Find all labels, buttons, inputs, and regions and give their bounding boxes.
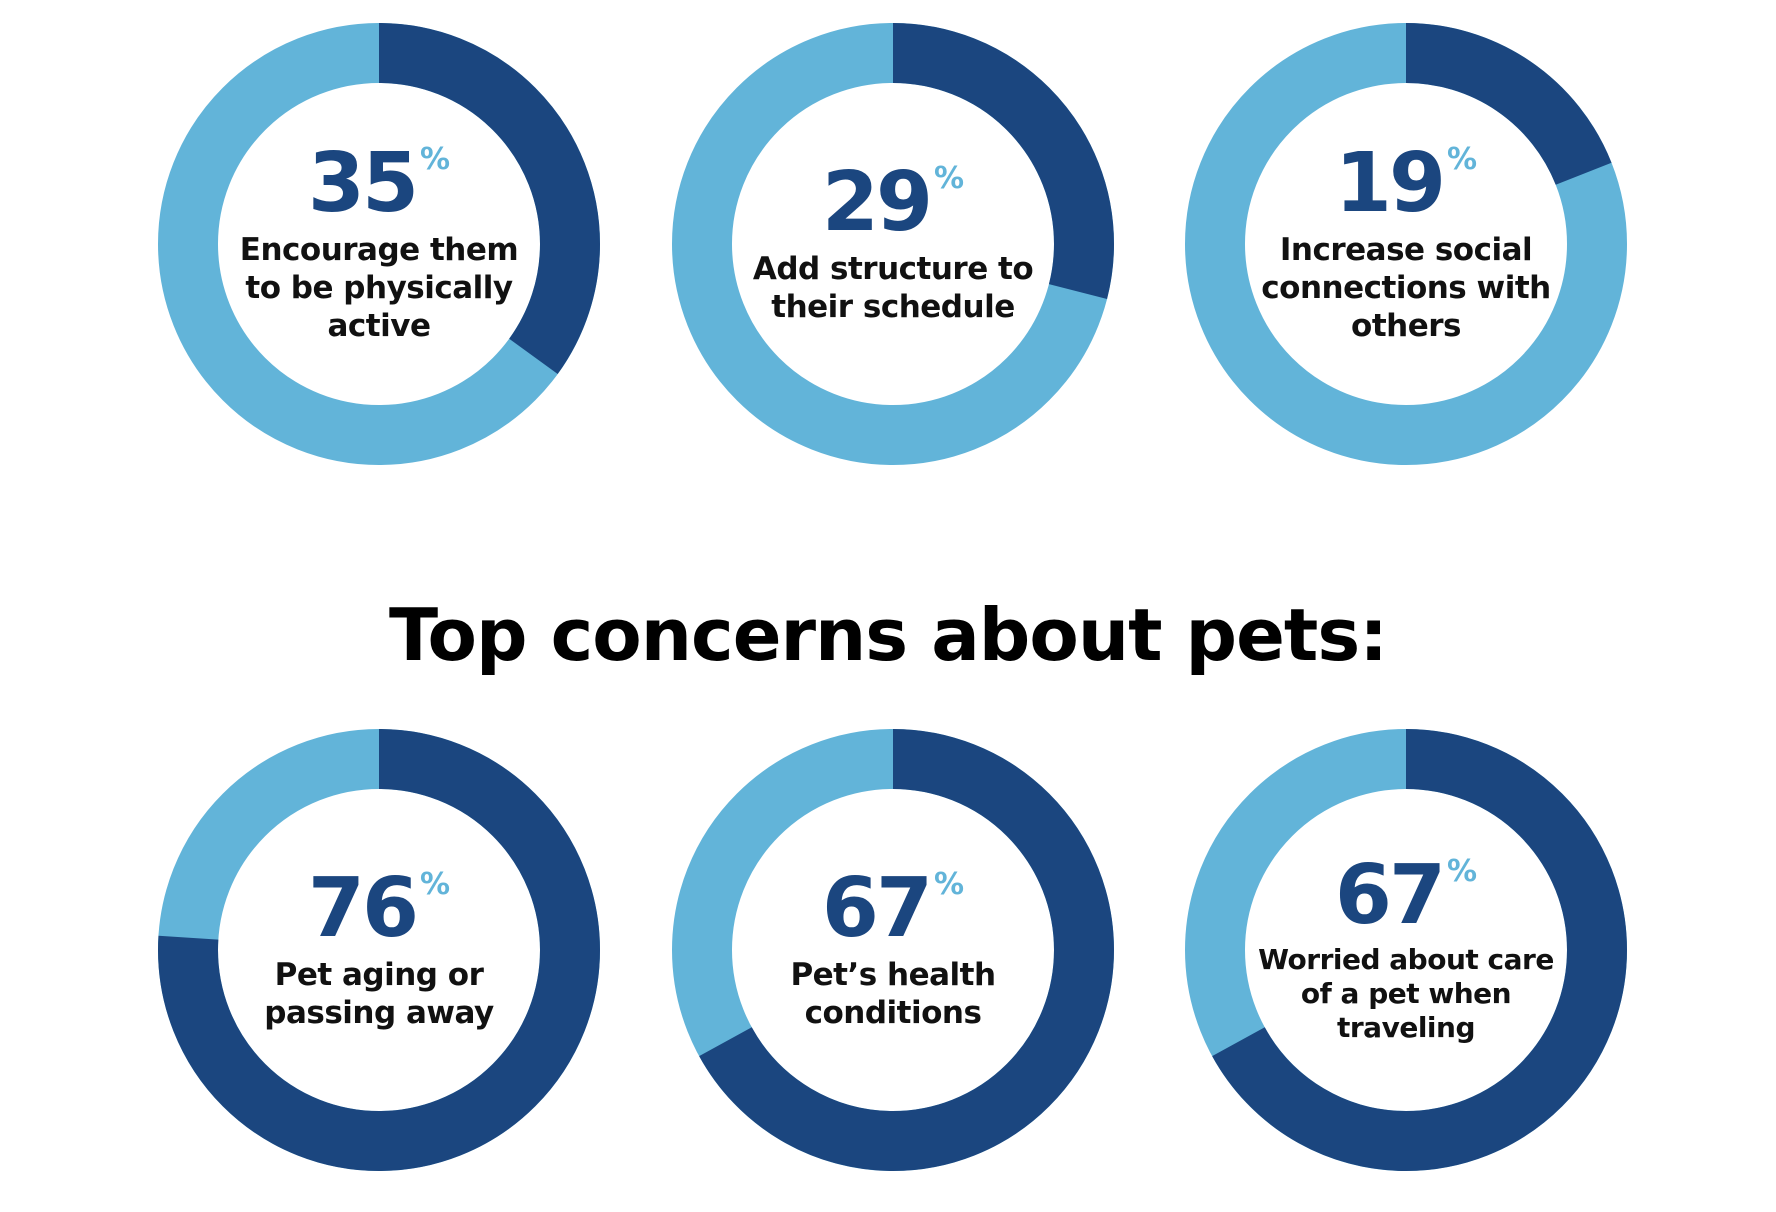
donut-percent-5: % <box>934 867 965 902</box>
donut-arc-1 <box>158 23 600 465</box>
donut-arc-6 <box>1185 729 1627 1171</box>
donut-percent-4: % <box>420 867 451 902</box>
donut-chart-4: 76 % Pet aging or passing away <box>158 729 600 1171</box>
donut-chart-5: 67 % Pet’s health conditions <box>672 729 1114 1171</box>
donut-chart-2: 29 % Add structure to their schedule <box>672 23 1114 465</box>
donut-percent-6: % <box>1447 854 1478 889</box>
donut-svg-4 <box>158 729 600 1171</box>
donut-percent-1: % <box>420 142 451 177</box>
donut-value-2: 29 <box>821 155 933 250</box>
donut-percent-2: % <box>934 161 965 196</box>
donut-label-3: Increase social connections with others <box>1261 232 1551 344</box>
donut-svg-5 <box>672 729 1114 1171</box>
donut-chart-3: 19 % Increase social connections with ot… <box>1185 23 1627 465</box>
donut-svg-3 <box>1185 23 1627 465</box>
donut-svg-6 <box>1185 729 1627 1171</box>
donut-svg-2 <box>672 23 1114 465</box>
donut-label-1: Encourage them to be physically active <box>239 232 519 344</box>
donut-svg-1 <box>158 23 600 465</box>
donut-arc-2 <box>672 23 1114 465</box>
donut-value-4: 76 <box>307 861 419 956</box>
donut-label-4: Pet aging or passing away <box>264 957 494 1031</box>
donut-arc-3 <box>1185 23 1627 465</box>
donut-value-1: 35 <box>307 136 419 231</box>
donut-arc-5 <box>672 729 1114 1171</box>
donut-chart-6: 67 % Worried about care of a pet when tr… <box>1185 729 1627 1171</box>
donut-label-6: Worried about care of a pet when traveli… <box>1258 943 1554 1044</box>
section-heading: Top concerns about pets: <box>389 593 1388 677</box>
donut-value-6: 67 <box>1334 848 1446 943</box>
donut-value-3: 19 <box>1334 136 1446 231</box>
donut-value-5: 67 <box>821 861 933 956</box>
donut-chart-1: 35 % Encourage them to be physically act… <box>158 23 600 465</box>
donut-label-5: Pet’s health conditions <box>790 957 996 1031</box>
donut-label-2: Add structure to their schedule <box>752 251 1034 325</box>
donut-arc-4 <box>158 729 600 1171</box>
donut-percent-3: % <box>1447 142 1478 177</box>
